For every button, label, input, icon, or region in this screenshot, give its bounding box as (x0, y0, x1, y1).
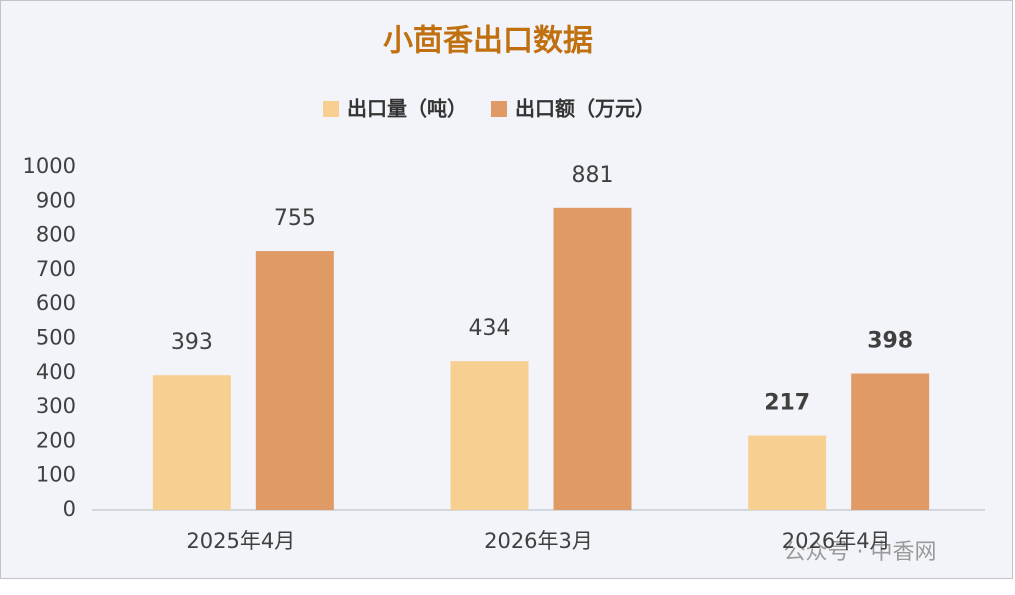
data-label: 881 (572, 163, 614, 188)
y-tick-label: 0 (63, 497, 76, 521)
data-label: 217 (764, 391, 810, 416)
x-tick-label: 2025年4月 (186, 529, 295, 553)
y-tick-label: 600 (36, 291, 76, 315)
bar (553, 207, 632, 510)
y-tick-label: 700 (36, 257, 76, 281)
data-label: 393 (171, 330, 213, 355)
x-tick-label: 2026年3月 (484, 529, 593, 553)
y-tick-label: 800 (36, 223, 76, 247)
bar (152, 375, 231, 510)
x-tick-label: 2026年4月 (782, 529, 891, 553)
bar (851, 373, 930, 510)
chart-title: 小茴香出口数据 (383, 24, 593, 59)
y-tick-label: 300 (36, 394, 76, 418)
y-tick-label: 400 (36, 360, 76, 384)
data-label: 755 (274, 206, 316, 231)
legend-label: 出口量（吨） (347, 97, 467, 121)
y-tick-label: 100 (36, 463, 76, 487)
y-tick-label: 500 (36, 326, 76, 350)
bar (255, 251, 334, 510)
y-tick-label: 200 (36, 428, 76, 452)
data-label: 434 (469, 316, 511, 341)
bar (748, 435, 827, 510)
watermark: 公众号 · 中香网 (784, 540, 937, 565)
legend-label: 出口额（万元） (515, 97, 655, 121)
legend-swatch (491, 101, 507, 117)
y-tick-label: 900 (36, 188, 76, 212)
bar (450, 361, 529, 510)
y-tick-label: 1000 (23, 154, 76, 178)
data-label: 398 (867, 328, 913, 353)
legend-swatch (323, 101, 339, 117)
